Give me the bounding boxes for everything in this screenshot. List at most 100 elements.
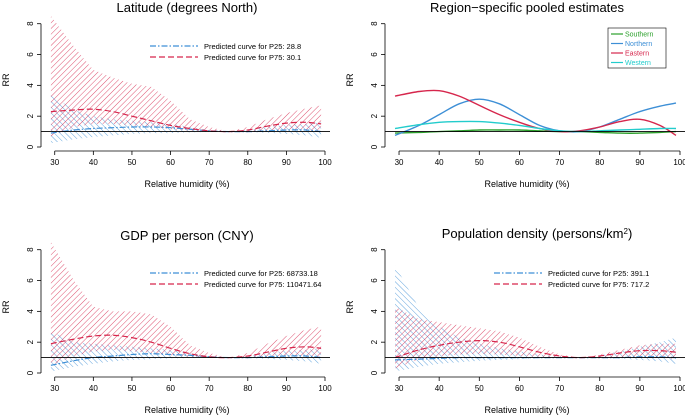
x-tick-label: 30	[50, 158, 59, 167]
x-tick-label: 100	[673, 384, 685, 393]
chart-title: GDP per person (CNY)	[120, 228, 253, 243]
x-tick-label: 40	[89, 384, 98, 393]
panel-population: Population density (persons/km2) RR Relat…	[345, 226, 685, 415]
plot-area	[50, 242, 322, 372]
series-line-p75	[394, 339, 677, 359]
y-tick-label: 0	[26, 144, 35, 149]
x-tick-label: 90	[635, 158, 644, 167]
plot-area	[50, 16, 322, 144]
x-tick-label: 50	[127, 158, 136, 167]
series-line-p25	[50, 126, 322, 134]
series-line-p25	[394, 356, 677, 361]
chart-title: Region−specific pooled estimates	[430, 0, 625, 15]
y-tick-label: 8	[26, 21, 35, 26]
x-tick-label: 60	[515, 384, 524, 393]
legend-label: Eastern	[625, 51, 649, 58]
series-line-northern	[394, 98, 677, 137]
ci-band-p75	[395, 306, 676, 369]
series-line-p75	[50, 334, 322, 359]
y-tick-label: 6	[26, 278, 35, 283]
legend-label: Predicted curve for P75: 717.2	[548, 280, 649, 289]
x-tick-label: 90	[635, 384, 644, 393]
y-tick-label: 0	[370, 370, 379, 375]
y-tick-label: 6	[26, 52, 35, 57]
title-units-close: )	[628, 226, 632, 241]
ci-band-p75	[50, 242, 322, 366]
y-axis-label: RR	[345, 300, 355, 313]
legend-label: Predicted curve for P75: 30.1	[204, 53, 301, 62]
legend-label: Predicted curve for P75: 110471.64	[204, 280, 321, 289]
y-tick-label: 2	[26, 339, 35, 344]
chart-title: Population density (persons/km2)	[442, 226, 633, 241]
legend-label: Southern	[625, 32, 654, 39]
plot-area	[394, 89, 677, 137]
x-tick-label: 90	[282, 384, 291, 393]
y-axis-label: RR	[345, 73, 355, 86]
y-tick-label: 8	[370, 21, 379, 26]
legend: Southern Northern Eastern Western	[607, 27, 667, 69]
x-tick-label: 100	[318, 158, 332, 167]
x-tick-label: 60	[515, 158, 524, 167]
x-tick-label: 40	[435, 158, 444, 167]
series-line-p75	[50, 108, 322, 133]
x-tick-label: 80	[243, 384, 252, 393]
x-tick-label: 100	[673, 158, 685, 167]
legend: Predicted curve for P25: 391.1 Predicted …	[494, 269, 649, 289]
y-tick-label: 6	[370, 278, 379, 283]
title-units: (persons/km	[552, 226, 624, 241]
x-tick-label: 50	[475, 158, 484, 167]
plot-area	[394, 265, 677, 372]
legend: Predicted curve for P25: 28.8 Predicted c…	[150, 42, 301, 62]
series-line-western	[394, 120, 677, 133]
x-axis-label: Relative humidity (%)	[484, 405, 569, 415]
y-tick-label: 4	[370, 309, 379, 314]
y-tick-label: 8	[26, 247, 35, 252]
legend: Predicted curve for P25: 68733.18 Predict…	[150, 269, 321, 289]
y-tick-label: 0	[26, 370, 35, 375]
x-tick-label: 50	[127, 384, 136, 393]
series-line-eastern	[394, 89, 677, 137]
x-tick-label: 70	[555, 384, 564, 393]
x-axis-label: Relative humidity (%)	[484, 179, 569, 189]
y-axis-label: RR	[1, 300, 11, 313]
panel-region: Region−specific pooled estimates RR Rela…	[345, 0, 685, 189]
legend-label: Western	[625, 60, 651, 67]
y-tick-label: 4	[370, 83, 379, 88]
x-tick-label: 60	[166, 384, 175, 393]
x-tick-label: 80	[595, 384, 604, 393]
title-main: Population density	[442, 226, 549, 241]
y-tick-label: 2	[26, 113, 35, 118]
x-tick-label: 80	[595, 158, 604, 167]
x-axis-label: Relative humidity (%)	[144, 179, 229, 189]
legend-label: Predicted curve for P25: 28.8	[204, 42, 301, 51]
x-tick-label: 100	[318, 384, 332, 393]
title-units-sup: 2	[623, 227, 628, 236]
x-tick-label: 70	[205, 384, 214, 393]
legend-box	[607, 27, 667, 69]
x-tick-label: 50	[475, 384, 484, 393]
ci-band-p75	[50, 16, 322, 137]
x-tick-label: 60	[166, 158, 175, 167]
panel-latitude: Latitude (degrees North) RR Relative hum…	[1, 0, 332, 189]
y-tick-label: 4	[26, 309, 35, 314]
ci-band-p25	[50, 331, 322, 372]
x-tick-label: 30	[395, 384, 404, 393]
x-tick-label: 40	[435, 384, 444, 393]
x-tick-label: 90	[282, 158, 291, 167]
series-line-p25	[50, 353, 322, 366]
y-tick-label: 2	[370, 113, 379, 118]
y-axis-label: RR	[1, 73, 11, 86]
x-tick-label: 40	[89, 158, 98, 167]
x-tick-label: 30	[50, 384, 59, 393]
panel-gdp: GDP per person (CNY) RR Relative humidit…	[1, 228, 332, 415]
x-tick-label: 80	[243, 158, 252, 167]
y-tick-label: 0	[370, 144, 379, 149]
legend-label: Northern	[625, 41, 652, 48]
y-tick-label: 4	[26, 83, 35, 88]
y-tick-label: 2	[370, 339, 379, 344]
x-tick-label: 70	[205, 158, 214, 167]
y-tick-label: 8	[370, 247, 379, 252]
x-tick-label: 70	[555, 158, 564, 167]
chart-title: Latitude (degrees North)	[117, 0, 258, 15]
